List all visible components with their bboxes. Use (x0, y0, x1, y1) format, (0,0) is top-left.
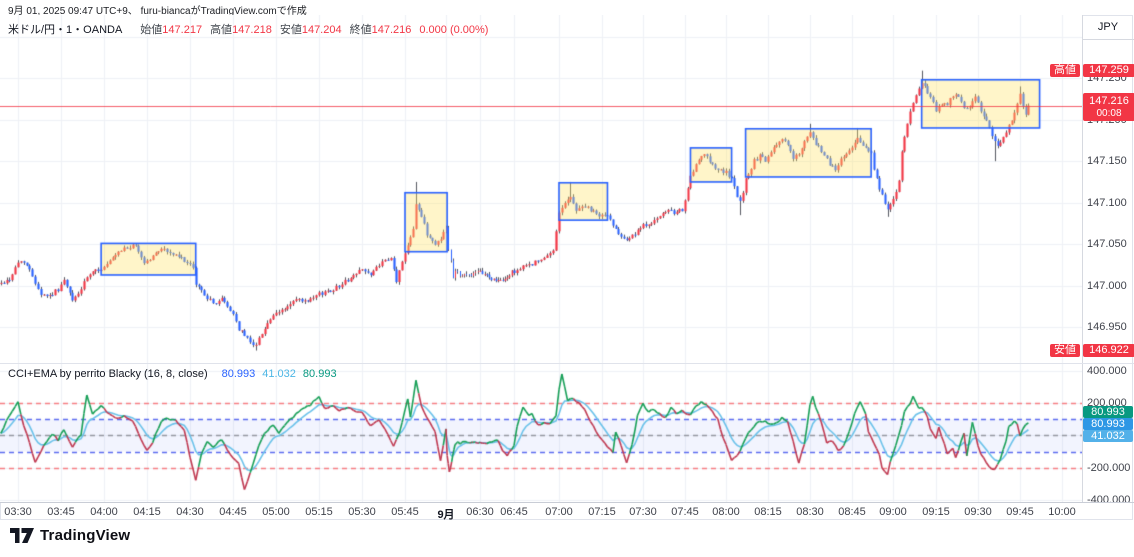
indicator-values: 80.993 41.032 80.993 (215, 368, 337, 380)
symbol-legend: 米ドル/円・1・OANDA 始値147.217 高値147.218 安値147.204… (8, 21, 488, 37)
time-tick-label: 08:15 (754, 506, 782, 518)
ohlc-label: 安値 (279, 24, 302, 36)
time-tick-label: 08:45 (838, 506, 866, 518)
time-tick-label: 04:45 (219, 506, 247, 518)
time-tick-label: 09:00 (879, 506, 907, 518)
ohlc-label: 高値 (210, 24, 233, 36)
price-scale-separator (1082, 15, 1083, 502)
ohlc-value: 147.204 (301, 24, 342, 36)
ohlc-value: 147.218 (232, 24, 272, 36)
time-tick-label: 09:30 (964, 506, 992, 518)
time-tick-label: 08:00 (712, 506, 740, 518)
time-tick-label: 05:45 (391, 506, 419, 518)
indicator-title[interactable]: CCI+EMA by perrito Blacky (16, 8, close) (8, 368, 208, 380)
pane-separator[interactable] (0, 363, 1134, 364)
price-tick-label: 147.100 (1087, 196, 1127, 209)
time-tick-label: 07:15 (588, 506, 616, 518)
indicator-tick-label: 400.000 (1087, 365, 1127, 378)
indicator-last-value-badge: 41.032 (1083, 430, 1133, 443)
session-high-value-badge: 147.259 (1083, 63, 1134, 77)
time-tick-label: 04:00 (90, 506, 118, 518)
time-tick-label: 08:30 (796, 506, 824, 518)
time-tick-label: 9月 (437, 509, 455, 521)
time-tick-label: 10:00 (1048, 506, 1076, 518)
bar-countdown: 00:08 (1096, 108, 1122, 120)
time-tick-label: 05:15 (305, 506, 333, 518)
time-tick-label: 05:00 (262, 506, 290, 518)
price-tick-label: 147.050 (1087, 238, 1127, 251)
ohlc-label: 始値 (140, 24, 163, 36)
time-tick-label: 07:30 (629, 506, 657, 518)
price-axis-currency[interactable]: JPY (1082, 15, 1134, 40)
change-value: 0.000 (0.00%) (419, 24, 489, 36)
price-tick-label: 147.150 (1087, 155, 1127, 168)
session-low-value-badge: 146.922 (1083, 343, 1134, 357)
tradingview-logo[interactable]: TradingView (10, 527, 130, 544)
ohlc-values: 始値147.217 高値147.218 安値147.204 終値147.216 (132, 24, 411, 36)
indicator-value: 80.993 (221, 368, 256, 380)
time-tick-label: 09:45 (1006, 506, 1034, 518)
tradingview-logo-icon (10, 528, 34, 543)
last-price-badge: 147.216 00:08 (1083, 93, 1134, 122)
session-high-label-badge: 高値 (1050, 63, 1080, 77)
price-tick-label: 147.000 (1087, 279, 1127, 292)
time-tick-label: 06:30 (466, 506, 494, 518)
tradingview-logo-text: TradingView (40, 527, 131, 544)
indicator-tick-label: -200.000 (1087, 461, 1131, 474)
price-pane-canvas[interactable] (0, 15, 1082, 363)
indicator-value: 41.032 (262, 368, 296, 380)
time-tick-label: 07:45 (671, 506, 699, 518)
symbol-title[interactable]: 米ドル/円・1・OANDA (8, 24, 123, 36)
indicator-tick-label: 200.000 (1087, 397, 1127, 410)
indicator-last-value-badge: 80.993 (1083, 418, 1133, 431)
time-tick-label: 04:30 (176, 506, 204, 518)
session-low-label-badge: 安値 (1050, 343, 1080, 357)
cci-pane-canvas[interactable] (0, 363, 1082, 502)
time-tick-label: 07:00 (545, 506, 573, 518)
time-axis-separator (0, 502, 1134, 503)
attribution-text: 9月 01, 2025 09:47 UTC+9、 furu-biancaがTra… (8, 6, 307, 17)
price-tick-label: 146.950 (1087, 321, 1127, 334)
time-tick-label: 03:30 (4, 506, 32, 518)
ohlc-value: 147.217 (162, 24, 203, 36)
ohlc-label: 終値 (349, 24, 372, 36)
time-tick-label: 04:15 (133, 506, 161, 518)
time-tick-label: 09:15 (922, 506, 950, 518)
indicator-tick-label: -400.000 (1087, 493, 1131, 506)
time-tick-label: 06:45 (500, 506, 528, 518)
time-tick-label: 05:30 (348, 506, 376, 518)
indicator-value: 80.993 (302, 368, 337, 380)
last-price-value: 147.216 (1089, 95, 1129, 108)
time-tick-label: 03:45 (47, 506, 75, 518)
ohlc-value: 147.216 (371, 24, 412, 36)
indicator-last-value-badge: 80.993 (1083, 406, 1133, 419)
indicator-legend: CCI+EMA by perrito Blacky (16, 8, close)… (8, 368, 337, 380)
